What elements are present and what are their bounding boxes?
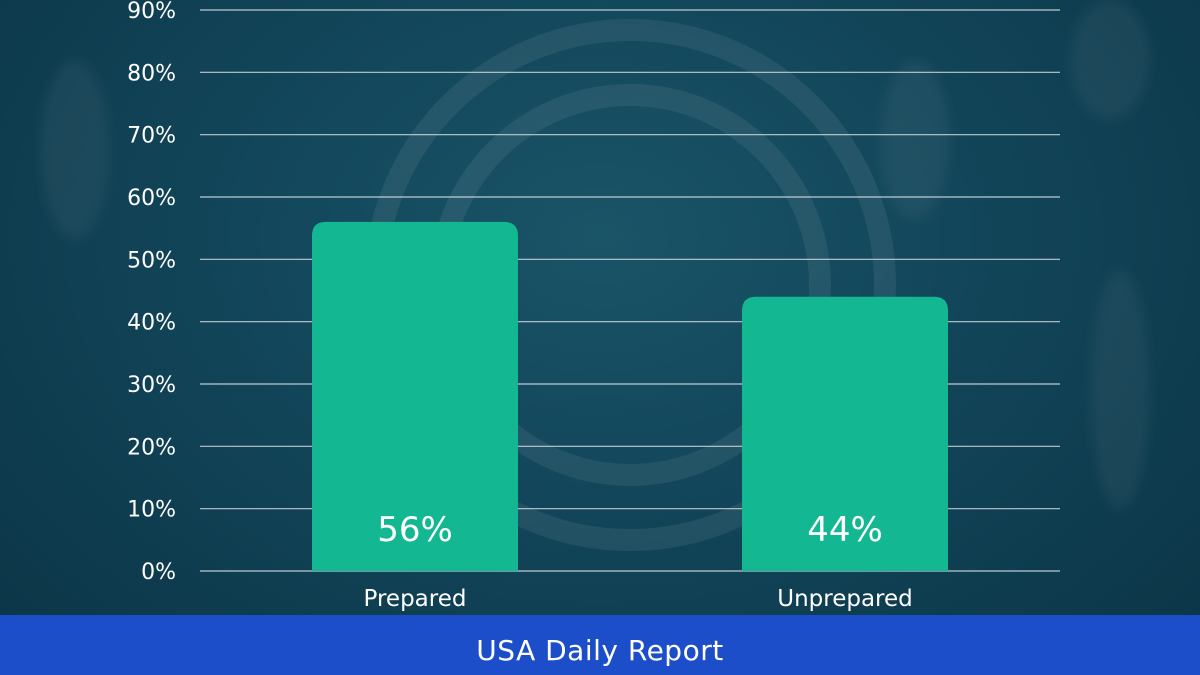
y-tick-label: 50% [127,248,176,273]
bars [312,221,948,571]
y-axis-tick-labels: 0% 10% 20% 30% 40% 50% 60% 70% 80% 90% [127,0,176,585]
y-tick-label: 20% [127,435,176,460]
y-tick-label: 70% [127,124,176,149]
y-tick-label: 60% [127,186,176,211]
footer-title: USA Daily Report [476,634,724,667]
category-label: Unprepared [777,586,913,612]
bar [312,221,518,571]
bar-value-label: 44% [807,510,883,550]
y-tick-label: 10% [127,498,176,523]
bar-value-label: 56% [377,510,453,550]
category-label: Prepared [364,586,467,612]
background-blob [40,60,110,240]
y-tick-label: 40% [127,311,176,336]
y-tick-label: 30% [127,373,176,398]
background-blob [1090,270,1150,510]
y-tick-label: 90% [127,0,176,24]
y-tick-label: 0% [141,560,176,585]
background-blob [1070,0,1150,120]
bar [742,296,948,571]
value-labels: 56% 44% [377,510,883,550]
y-tick-label: 80% [127,61,176,86]
background-blob [880,60,950,220]
footer-bar [0,615,1200,675]
